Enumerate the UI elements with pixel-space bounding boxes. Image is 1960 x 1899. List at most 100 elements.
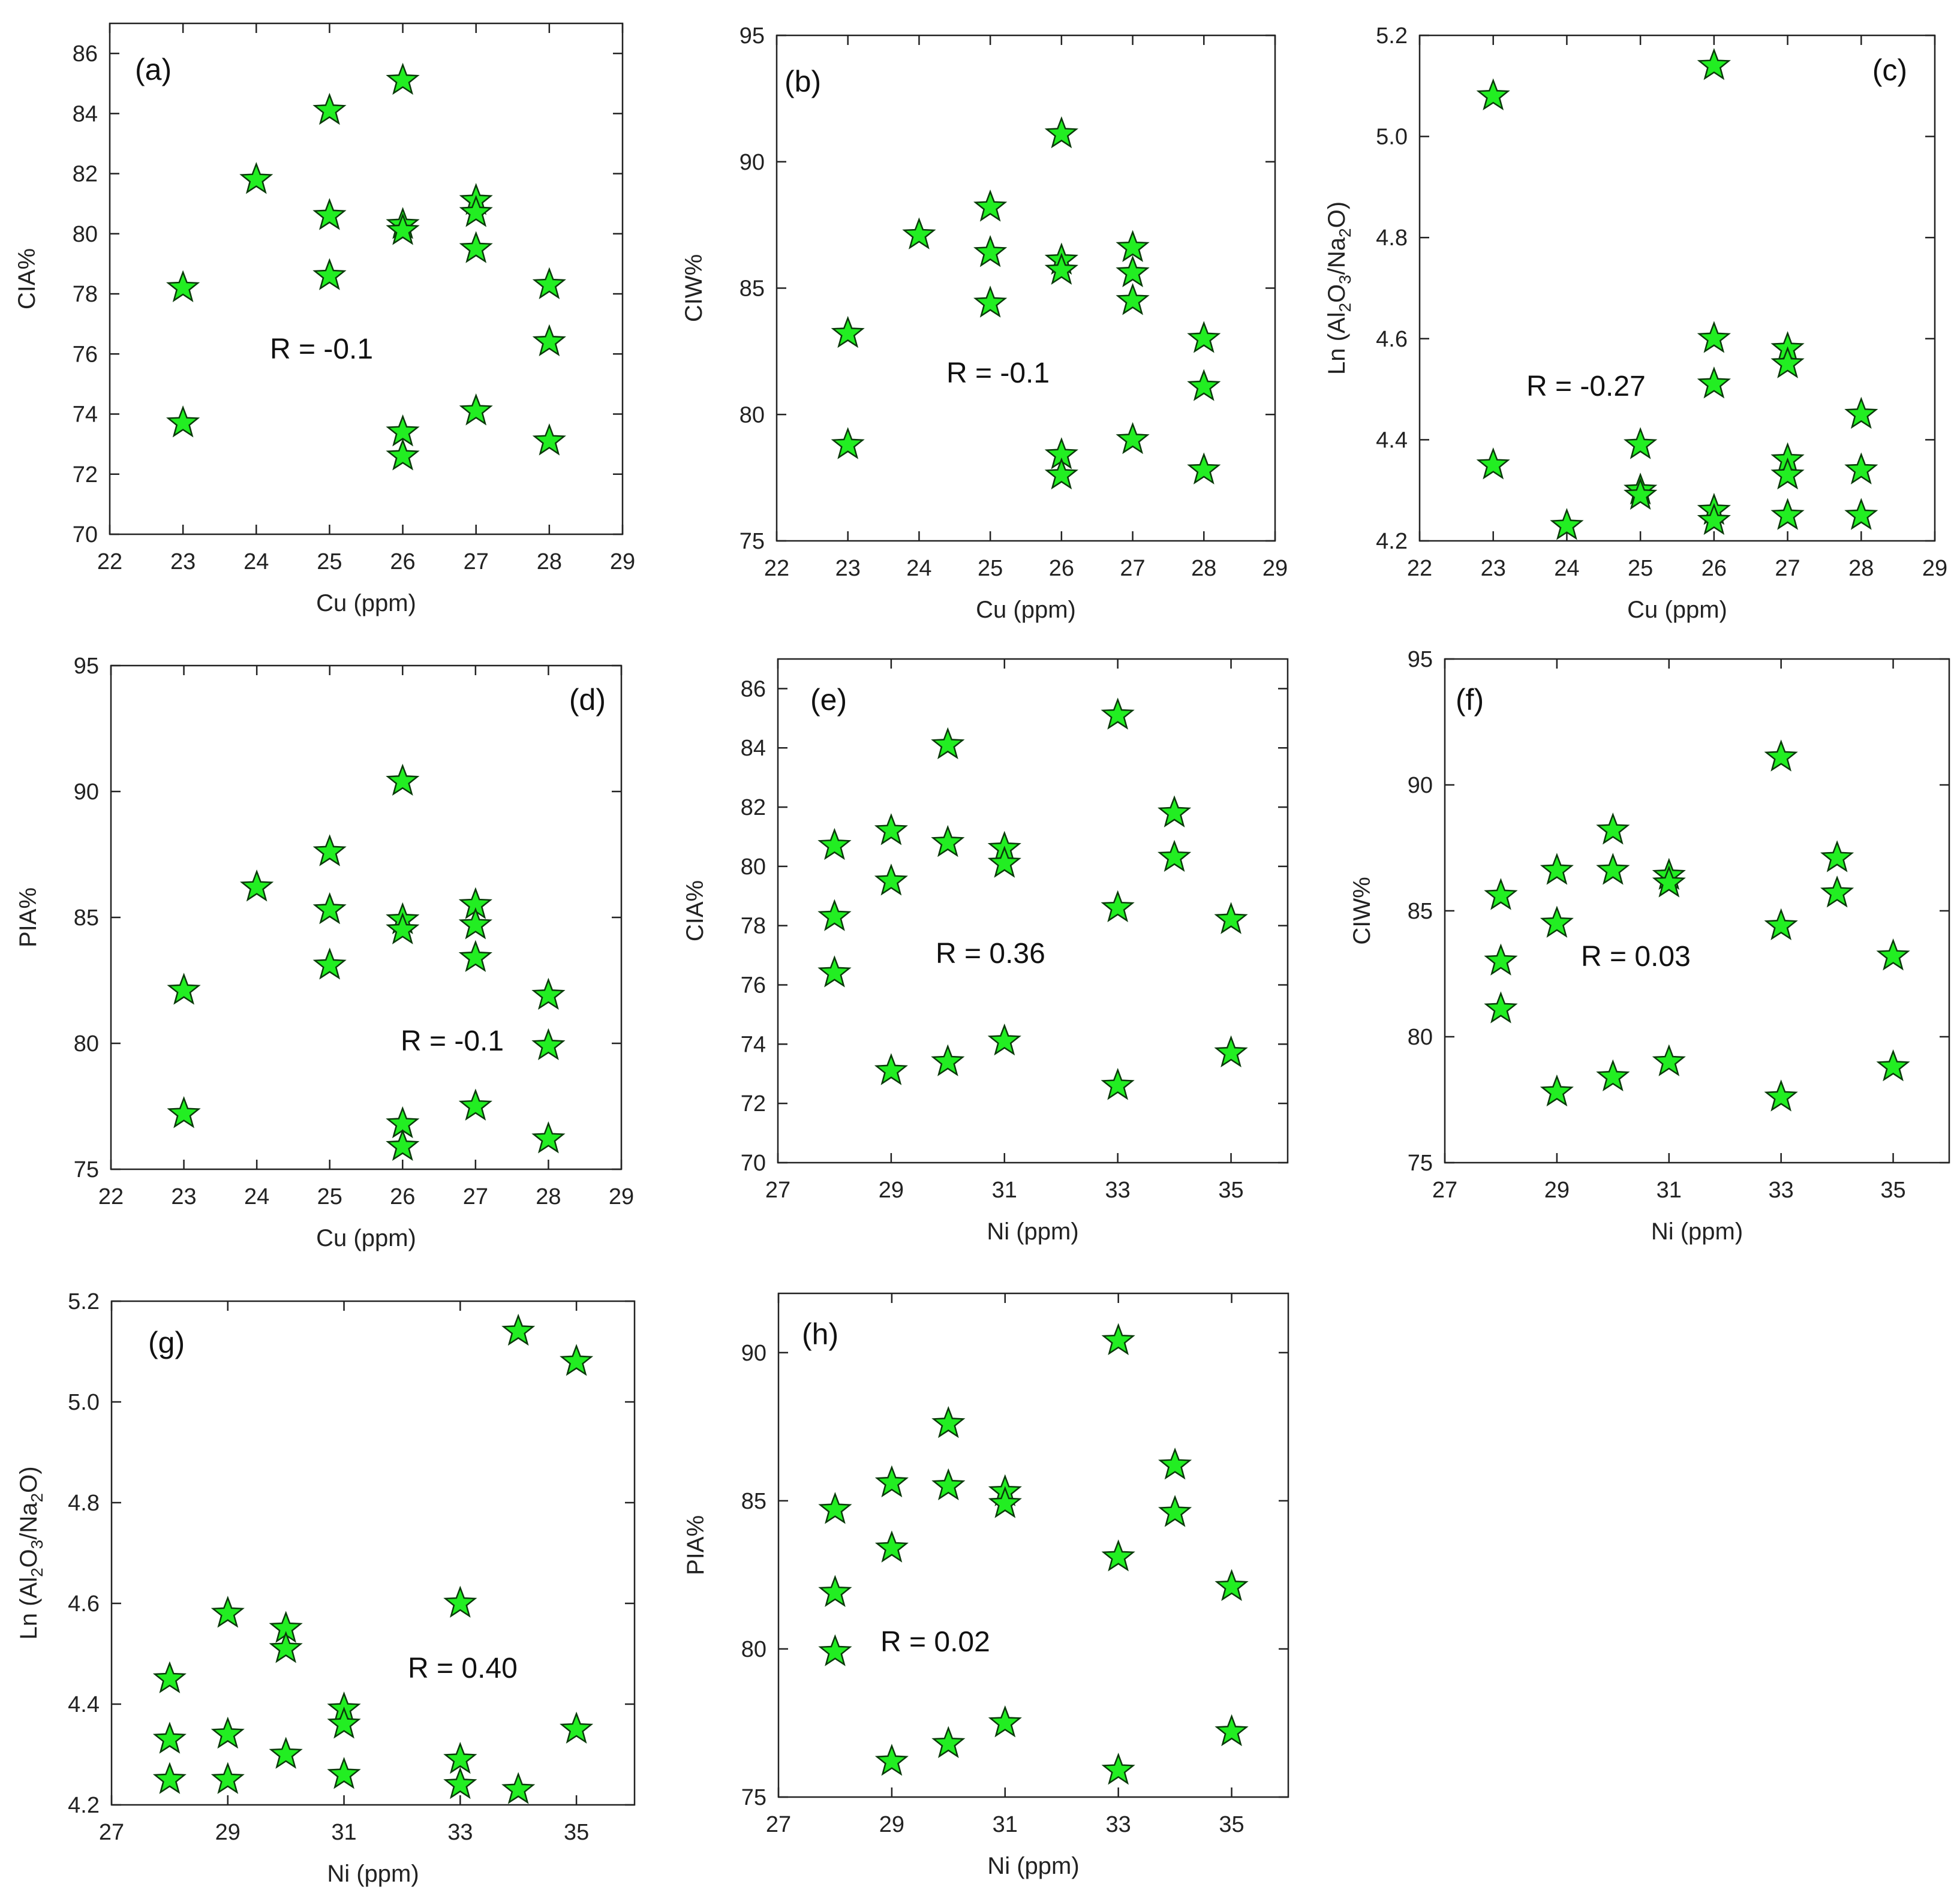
x-tick-label: 22 xyxy=(98,1184,124,1209)
y-tick-label: 80 xyxy=(741,1637,766,1662)
data-point xyxy=(1116,230,1150,262)
y-tick-label: 75 xyxy=(1408,1151,1433,1176)
data-point xyxy=(1158,1447,1192,1480)
y-tick-label: 70 xyxy=(741,1151,766,1176)
data-point xyxy=(931,727,965,760)
data-point xyxy=(458,1088,492,1121)
x-tick-label: 29 xyxy=(1262,556,1288,581)
correlation-annotation: R = -0.1 xyxy=(270,333,373,365)
x-tick-label: 26 xyxy=(1049,556,1074,581)
y-tick-label: 4.8 xyxy=(68,1491,100,1516)
x-tick-label: 26 xyxy=(1702,556,1727,581)
data-point xyxy=(560,1344,594,1376)
y-tick-label: 4.6 xyxy=(68,1591,100,1617)
data-point xyxy=(312,92,347,125)
x-tick-label: 24 xyxy=(1554,556,1579,581)
y-tick-label: 90 xyxy=(74,780,99,805)
y-tick-label: 80 xyxy=(739,402,765,428)
plot-frame xyxy=(109,22,624,535)
y-tick-label: 76 xyxy=(73,342,98,367)
panel-label: (e) xyxy=(810,683,847,717)
panel-label: (f) xyxy=(1456,683,1484,717)
panel-a: 22 23 24 25 26 27 28 29 70 72 74 76 78 80 82 84 86 Cu (pp… xyxy=(14,22,635,616)
y-axis-title: Ln (Al2O3/Na2O) xyxy=(1324,201,1354,375)
data-point xyxy=(1187,452,1221,484)
correlation-annotation: R = 0.02 xyxy=(880,1626,990,1658)
data-point xyxy=(152,1722,187,1754)
y-tick-label: 90 xyxy=(1408,773,1433,798)
x-tick-label: 31 xyxy=(331,1820,356,1845)
data-point xyxy=(386,1128,420,1161)
data-point xyxy=(152,1762,187,1794)
data-point xyxy=(312,198,347,230)
data-point xyxy=(239,162,273,194)
plot-frame xyxy=(110,1300,636,1806)
x-tick-label: 22 xyxy=(764,556,789,581)
y-tick-label: 95 xyxy=(74,654,99,679)
y-tick-label: 4.2 xyxy=(68,1793,100,1818)
x-tick-label: 29 xyxy=(879,1178,904,1203)
data-point xyxy=(1652,865,1686,898)
x-tick-label: 24 xyxy=(244,549,269,574)
data-point xyxy=(1844,396,1878,429)
y-axis-title: CIW% xyxy=(681,254,707,322)
x-tick-label: 27 xyxy=(766,1812,791,1837)
data-point xyxy=(312,947,347,980)
data-point xyxy=(501,1313,536,1346)
x-tick-label: 33 xyxy=(447,1820,473,1845)
data-point xyxy=(818,1492,852,1524)
data-point xyxy=(1158,795,1192,827)
x-tick-label: 28 xyxy=(1191,556,1216,581)
data-point xyxy=(1484,991,1518,1024)
x-tick-label: 35 xyxy=(1219,1812,1244,1837)
y-tick-label: 5.0 xyxy=(1376,125,1408,150)
correlation-annotation: R = -0.1 xyxy=(401,1025,504,1057)
x-tick-label: 22 xyxy=(1407,556,1432,581)
panel-f: 27 29 31 33 35 75 80 85 90 95 Ni (ppm) CIW% (f) R = 0… xyxy=(1349,647,1950,1245)
plot-frame xyxy=(110,664,623,1170)
y-tick-label: 5.2 xyxy=(68,1289,100,1314)
y-axis-title: PIA% xyxy=(683,1515,709,1575)
x-tick-label: 27 xyxy=(1432,1178,1457,1203)
y-tick-label: 90 xyxy=(741,1341,766,1366)
data-point xyxy=(1596,812,1630,845)
x-tick-label: 27 xyxy=(765,1178,790,1203)
x-tick-label: 29 xyxy=(610,549,635,574)
x-axis-title: Cu (ppm) xyxy=(316,1225,416,1251)
data-point xyxy=(1764,908,1798,941)
x-tick-label: 24 xyxy=(906,556,931,581)
x-tick-label: 25 xyxy=(978,556,1003,581)
data-point xyxy=(443,1585,477,1618)
y-axis-title: CIW% xyxy=(1349,877,1375,944)
data-point xyxy=(1101,890,1135,922)
y-tick-label: 80 xyxy=(73,222,98,247)
x-tick-label: 23 xyxy=(171,1184,196,1209)
panel-b: 22 23 24 25 26 27 28 29 75 80 85 90 95 Cu (ppm) CIW% (b… xyxy=(681,23,1288,623)
data-point xyxy=(831,315,865,348)
plot-frame xyxy=(777,1292,1289,1798)
y-axis-title: CIA% xyxy=(14,248,40,309)
data-point xyxy=(931,1044,965,1076)
data-point xyxy=(459,195,493,227)
data-point xyxy=(458,907,492,940)
data-point xyxy=(1770,498,1805,530)
data-point xyxy=(1596,853,1630,885)
data-point xyxy=(459,393,493,426)
data-point xyxy=(312,258,347,290)
x-tick-label: 27 xyxy=(464,549,489,574)
data-point xyxy=(167,1096,201,1128)
y-tick-label: 4.8 xyxy=(1376,225,1408,251)
y-axis-title: PIA% xyxy=(15,887,41,947)
y-tick-label: 75 xyxy=(74,1157,99,1182)
data-point xyxy=(312,892,347,925)
y-tick-label: 74 xyxy=(741,1032,766,1057)
panel-label: (c) xyxy=(1872,53,1907,87)
x-tick-label: 25 xyxy=(317,549,342,574)
data-point xyxy=(1101,1539,1135,1572)
data-point xyxy=(532,423,566,456)
panel-e: 27 29 31 33 35 70 72 74 76 78 80 82 84 86 Ni (ppm) CIA%… xyxy=(682,658,1289,1245)
data-point xyxy=(1044,252,1078,285)
data-point xyxy=(874,863,908,896)
y-tick-label: 82 xyxy=(741,795,766,820)
